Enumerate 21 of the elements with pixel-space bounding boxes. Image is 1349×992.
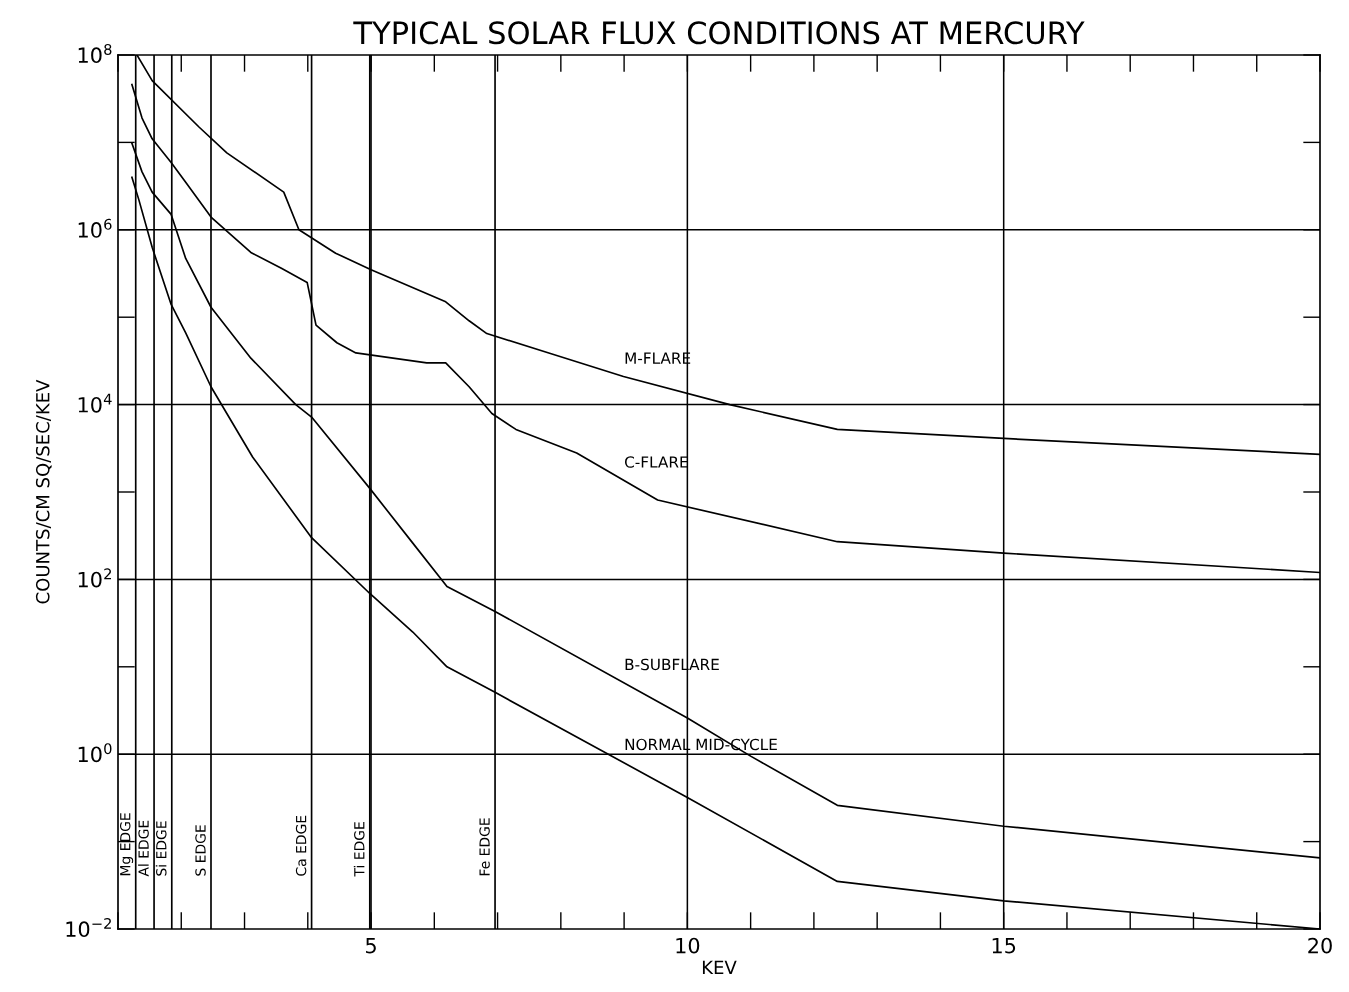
y-tick-label: 10$^{6}$ <box>78 218 112 238</box>
ref-line-label: Al EDGE <box>138 820 149 877</box>
y-tick-label: 10$^{−2}$ <box>66 917 111 938</box>
y-tick-label: 10$^{4}$ <box>78 393 112 413</box>
y-tick-label: 10$^{8}$ <box>78 43 112 64</box>
ref-line-label: Mg EDGE <box>119 813 134 876</box>
x-tick-label: 15 <box>992 937 1016 954</box>
y-tick-label: 10$^{0}$ <box>78 743 112 763</box>
chart-title: TYPICAL SOLAR FLUX CONDITIONS AT MERCURY <box>353 21 1085 45</box>
x-tick-label: 10 <box>676 937 700 954</box>
ref-line-label: Fe EDGE <box>479 818 490 876</box>
series-label: C-FLARE <box>624 456 688 468</box>
x-axis-title: KEV <box>702 960 737 974</box>
ref-line-label: Si EDGE <box>155 821 167 876</box>
ref-line-label: Ti EDGE <box>353 822 365 877</box>
x-tick-label: 20 <box>1308 937 1332 954</box>
x-tick-label: 5 <box>366 937 376 954</box>
ref-line-label: S EDGE <box>195 825 206 876</box>
y-tick-label: 10$^{2}$ <box>78 568 111 588</box>
ref-line-label: Ca EDGE <box>295 815 307 876</box>
y-axis-title: COUNTS/CM SQ/SEC/KEV <box>35 379 52 604</box>
